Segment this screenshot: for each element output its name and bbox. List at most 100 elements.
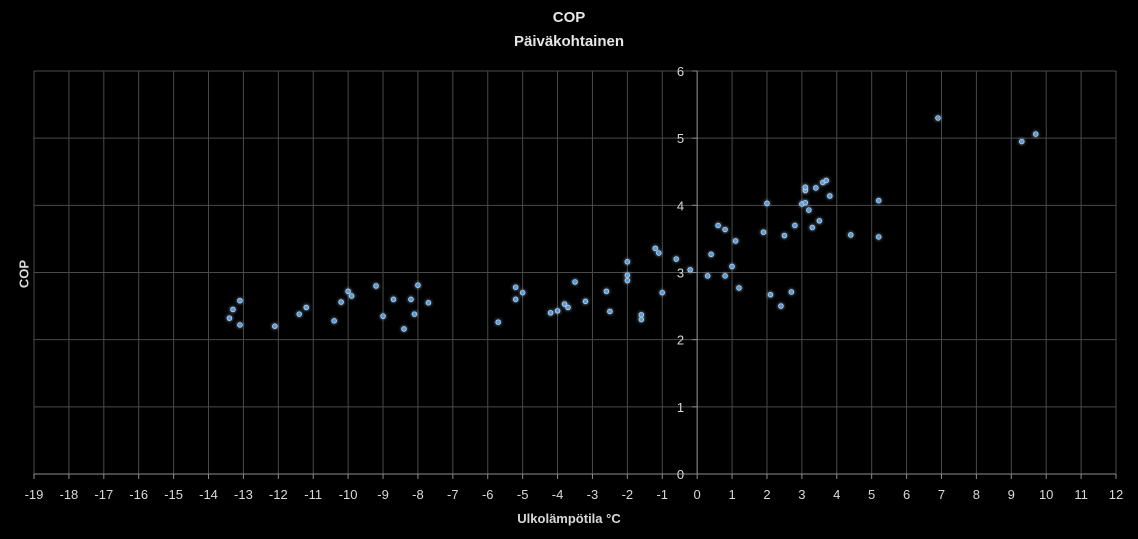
data-point bbox=[401, 326, 407, 332]
x-tick-label: 6 bbox=[903, 487, 910, 502]
y-tick-label: 0 bbox=[677, 467, 684, 482]
x-tick-label: 5 bbox=[868, 487, 875, 502]
data-point bbox=[875, 197, 882, 204]
data-point bbox=[827, 193, 833, 199]
x-tick-label: -10 bbox=[339, 487, 358, 502]
y-tick-label: 6 bbox=[677, 64, 684, 79]
x-tick-label: -5 bbox=[517, 487, 529, 502]
x-axis-label: Ulkolämpötila °C bbox=[517, 511, 621, 526]
data-point bbox=[607, 308, 613, 315]
x-tick-label: -3 bbox=[587, 487, 599, 502]
x-tick-label: -6 bbox=[482, 487, 494, 502]
data-point bbox=[303, 304, 309, 311]
data-point bbox=[230, 306, 236, 313]
data-point bbox=[1033, 131, 1039, 137]
data-point bbox=[519, 289, 526, 296]
data-point bbox=[582, 298, 589, 305]
data-point bbox=[715, 222, 721, 229]
data-point bbox=[554, 308, 561, 314]
x-tick-label: -1 bbox=[656, 487, 668, 502]
data-point bbox=[687, 267, 693, 273]
data-point bbox=[802, 199, 809, 206]
axes bbox=[33, 70, 1117, 479]
data-point bbox=[1019, 138, 1025, 145]
x-tick-label: -4 bbox=[552, 487, 564, 502]
data-point bbox=[708, 251, 714, 258]
data-point bbox=[823, 177, 830, 184]
x-tick-label: -8 bbox=[412, 487, 424, 502]
data-point bbox=[348, 293, 355, 299]
data-point bbox=[624, 277, 631, 284]
data-point bbox=[806, 207, 812, 213]
data-point bbox=[425, 300, 432, 306]
data-point bbox=[638, 312, 645, 318]
tick-labels: -19 -18 -17 -16 -15 -14 -13 -12 -11 -10 -9 -8 -7 -6 -5… bbox=[25, 64, 1124, 502]
x-tick-label: 11 bbox=[1074, 487, 1088, 502]
x-tick-label: -7 bbox=[447, 487, 459, 502]
x-tick-label: 2 bbox=[763, 487, 770, 502]
data-point bbox=[722, 273, 728, 279]
data-point bbox=[816, 218, 823, 224]
x-tick-label: -13 bbox=[234, 487, 253, 502]
data-point bbox=[331, 318, 337, 324]
x-tick-label: 0 bbox=[694, 487, 701, 502]
data-point bbox=[652, 245, 658, 252]
data-point bbox=[935, 115, 941, 121]
y-axis-label: COP bbox=[16, 259, 32, 289]
chart-title: COP bbox=[552, 9, 586, 26]
x-tick-label: 12 bbox=[1109, 487, 1123, 502]
y-tick-label: 1 bbox=[677, 400, 684, 415]
data-point bbox=[767, 291, 774, 298]
data-point bbox=[624, 259, 631, 265]
y-tick-label: 4 bbox=[677, 198, 684, 213]
data-point bbox=[736, 285, 742, 291]
data-point bbox=[345, 288, 351, 295]
y-tick-label: 3 bbox=[677, 266, 684, 281]
data-point bbox=[624, 272, 631, 278]
data-point bbox=[226, 315, 233, 321]
data-point bbox=[792, 222, 798, 229]
x-tick-label: -18 bbox=[60, 487, 79, 502]
x-tick-label: -9 bbox=[377, 487, 389, 502]
x-tick-label: 9 bbox=[1008, 487, 1015, 502]
x-tick-label: -17 bbox=[94, 487, 113, 502]
x-tick-label: -16 bbox=[129, 487, 148, 502]
y-tick-label: 2 bbox=[677, 333, 684, 348]
x-tick-label: -19 bbox=[25, 487, 44, 502]
data-point bbox=[659, 289, 665, 296]
data-point bbox=[673, 256, 679, 262]
data-point bbox=[802, 184, 809, 190]
data-point bbox=[572, 279, 578, 285]
data-point bbox=[296, 311, 302, 317]
data-point bbox=[547, 310, 554, 316]
x-tick-label: 3 bbox=[798, 487, 805, 502]
data-point bbox=[408, 296, 414, 303]
data-point bbox=[512, 284, 519, 290]
data-point bbox=[764, 200, 770, 207]
data-point bbox=[704, 273, 711, 279]
x-tick-label: 8 bbox=[973, 487, 980, 502]
data-point bbox=[638, 316, 645, 323]
data-point bbox=[656, 250, 662, 256]
x-tick-label: -2 bbox=[622, 487, 634, 502]
data-point bbox=[390, 296, 397, 303]
x-tick-label: 10 bbox=[1039, 487, 1053, 502]
x-tick-label: -12 bbox=[269, 487, 288, 502]
data-point bbox=[237, 298, 243, 304]
data-point bbox=[732, 238, 739, 244]
x-tick-label: -14 bbox=[199, 487, 218, 502]
data-point bbox=[373, 283, 379, 289]
data-point bbox=[272, 323, 278, 329]
data-point bbox=[722, 226, 728, 233]
data-point bbox=[512, 296, 519, 303]
data-point bbox=[813, 185, 819, 191]
data-point bbox=[237, 322, 243, 328]
data-point bbox=[561, 301, 568, 307]
x-tick-label: 1 bbox=[728, 487, 735, 502]
x-tick-label: 7 bbox=[938, 487, 945, 502]
data-points bbox=[226, 115, 1039, 332]
data-point bbox=[603, 288, 610, 295]
data-point bbox=[848, 232, 854, 238]
x-tick-label: 4 bbox=[833, 487, 840, 502]
